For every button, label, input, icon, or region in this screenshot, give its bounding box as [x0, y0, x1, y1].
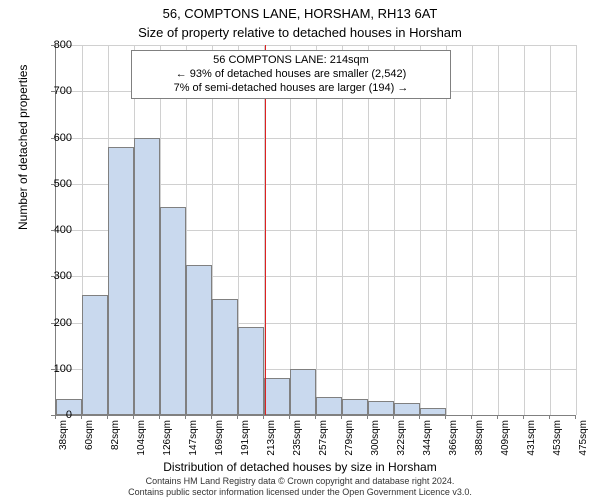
histogram-bar	[134, 138, 160, 416]
x-tick-label: 82sqm	[110, 420, 121, 470]
histogram-bar	[290, 369, 316, 415]
x-tick-label: 300sqm	[370, 420, 381, 470]
x-tick-label: 431sqm	[526, 420, 537, 470]
y-axis-label: Number of detached properties	[16, 65, 30, 230]
x-tick-label: 147sqm	[188, 420, 199, 470]
annotation-line2: ← 93% of detached houses are smaller (2,…	[136, 68, 446, 82]
footer-line1: Contains HM Land Registry data © Crown c…	[0, 476, 600, 487]
x-tick-label: 104sqm	[136, 420, 147, 470]
x-tick-label: 279sqm	[344, 420, 355, 470]
histogram-bar	[368, 401, 394, 415]
footer-line2: Contains public sector information licen…	[0, 487, 600, 498]
x-tick-label: 235sqm	[292, 420, 303, 470]
x-tick-label: 322sqm	[396, 420, 407, 470]
x-tick-label: 60sqm	[84, 420, 95, 470]
histogram-bar	[420, 408, 446, 415]
plot-area: 56 COMPTONS LANE: 214sqm ← 93% of detach…	[55, 45, 576, 416]
annotation-line3: 7% of semi-detached houses are larger (1…	[136, 82, 446, 96]
x-tick-label: 38sqm	[58, 420, 69, 470]
footer-attribution: Contains HM Land Registry data © Crown c…	[0, 476, 600, 500]
x-tick-label: 453sqm	[552, 420, 563, 470]
x-tick-label: 169sqm	[214, 420, 225, 470]
annotation-box: 56 COMPTONS LANE: 214sqm ← 93% of detach…	[131, 50, 451, 99]
x-tick-label: 257sqm	[318, 420, 329, 470]
chart-title: 56, COMPTONS LANE, HORSHAM, RH13 6AT	[0, 0, 600, 23]
annotation-line1: 56 COMPTONS LANE: 214sqm	[136, 54, 446, 68]
histogram-bar	[342, 399, 368, 415]
x-tick-label: 213sqm	[266, 420, 277, 470]
histogram-bar	[316, 397, 342, 416]
histogram-bar	[82, 295, 108, 415]
chart-container: 56, COMPTONS LANE, HORSHAM, RH13 6AT Siz…	[0, 0, 600, 500]
histogram-bar	[108, 147, 134, 415]
chart-subtitle: Size of property relative to detached ho…	[0, 23, 600, 40]
histogram-bar	[186, 265, 212, 415]
histogram-bar	[238, 327, 264, 415]
histogram-bar	[394, 403, 420, 415]
x-tick-label: 409sqm	[500, 420, 511, 470]
x-tick-label: 475sqm	[578, 420, 589, 470]
x-tick-label: 126sqm	[162, 420, 173, 470]
x-tick-label: 344sqm	[422, 420, 433, 470]
x-tick-label: 366sqm	[448, 420, 459, 470]
histogram-bar	[160, 207, 186, 415]
x-tick-label: 388sqm	[474, 420, 485, 470]
x-tick-label: 191sqm	[240, 420, 251, 470]
histogram-bar	[264, 378, 290, 415]
histogram-bar	[212, 299, 238, 415]
reference-line	[265, 45, 266, 415]
